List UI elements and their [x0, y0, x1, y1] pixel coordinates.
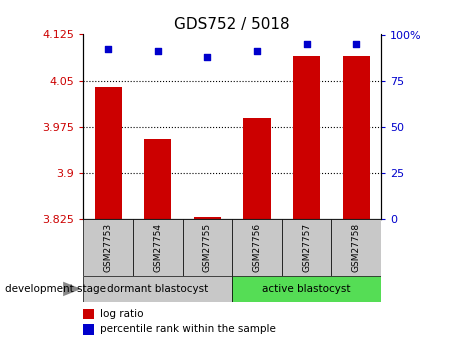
Bar: [83, 219, 133, 276]
Bar: [331, 219, 381, 276]
Bar: [133, 219, 183, 276]
Point: [353, 41, 360, 47]
Point: [105, 47, 112, 52]
Bar: [232, 219, 282, 276]
Bar: [83, 276, 232, 302]
Bar: [232, 276, 381, 302]
Text: GSM27753: GSM27753: [104, 223, 113, 272]
Text: log ratio: log ratio: [100, 309, 143, 319]
Point: [204, 54, 211, 59]
Text: percentile rank within the sample: percentile rank within the sample: [100, 325, 276, 334]
Title: GDS752 / 5018: GDS752 / 5018: [175, 17, 290, 32]
Bar: [244, 118, 271, 219]
Point: [154, 48, 161, 54]
Point: [303, 41, 310, 47]
Bar: [83, 324, 94, 335]
Text: GSM27755: GSM27755: [203, 223, 212, 272]
Text: GSM27754: GSM27754: [153, 223, 162, 272]
Text: GSM27756: GSM27756: [253, 223, 262, 272]
Bar: [183, 219, 232, 276]
Text: development stage: development stage: [5, 284, 106, 294]
Bar: [83, 309, 94, 319]
Bar: [293, 56, 320, 219]
Text: GSM27757: GSM27757: [302, 223, 311, 272]
Text: active blastocyst: active blastocyst: [262, 284, 351, 294]
Bar: [194, 217, 221, 219]
Bar: [95, 87, 122, 219]
Text: GSM27758: GSM27758: [352, 223, 361, 272]
Polygon shape: [63, 282, 81, 296]
Bar: [144, 139, 171, 219]
Text: dormant blastocyst: dormant blastocyst: [107, 284, 208, 294]
Bar: [282, 219, 331, 276]
Point: [253, 48, 261, 54]
Bar: [343, 56, 370, 219]
